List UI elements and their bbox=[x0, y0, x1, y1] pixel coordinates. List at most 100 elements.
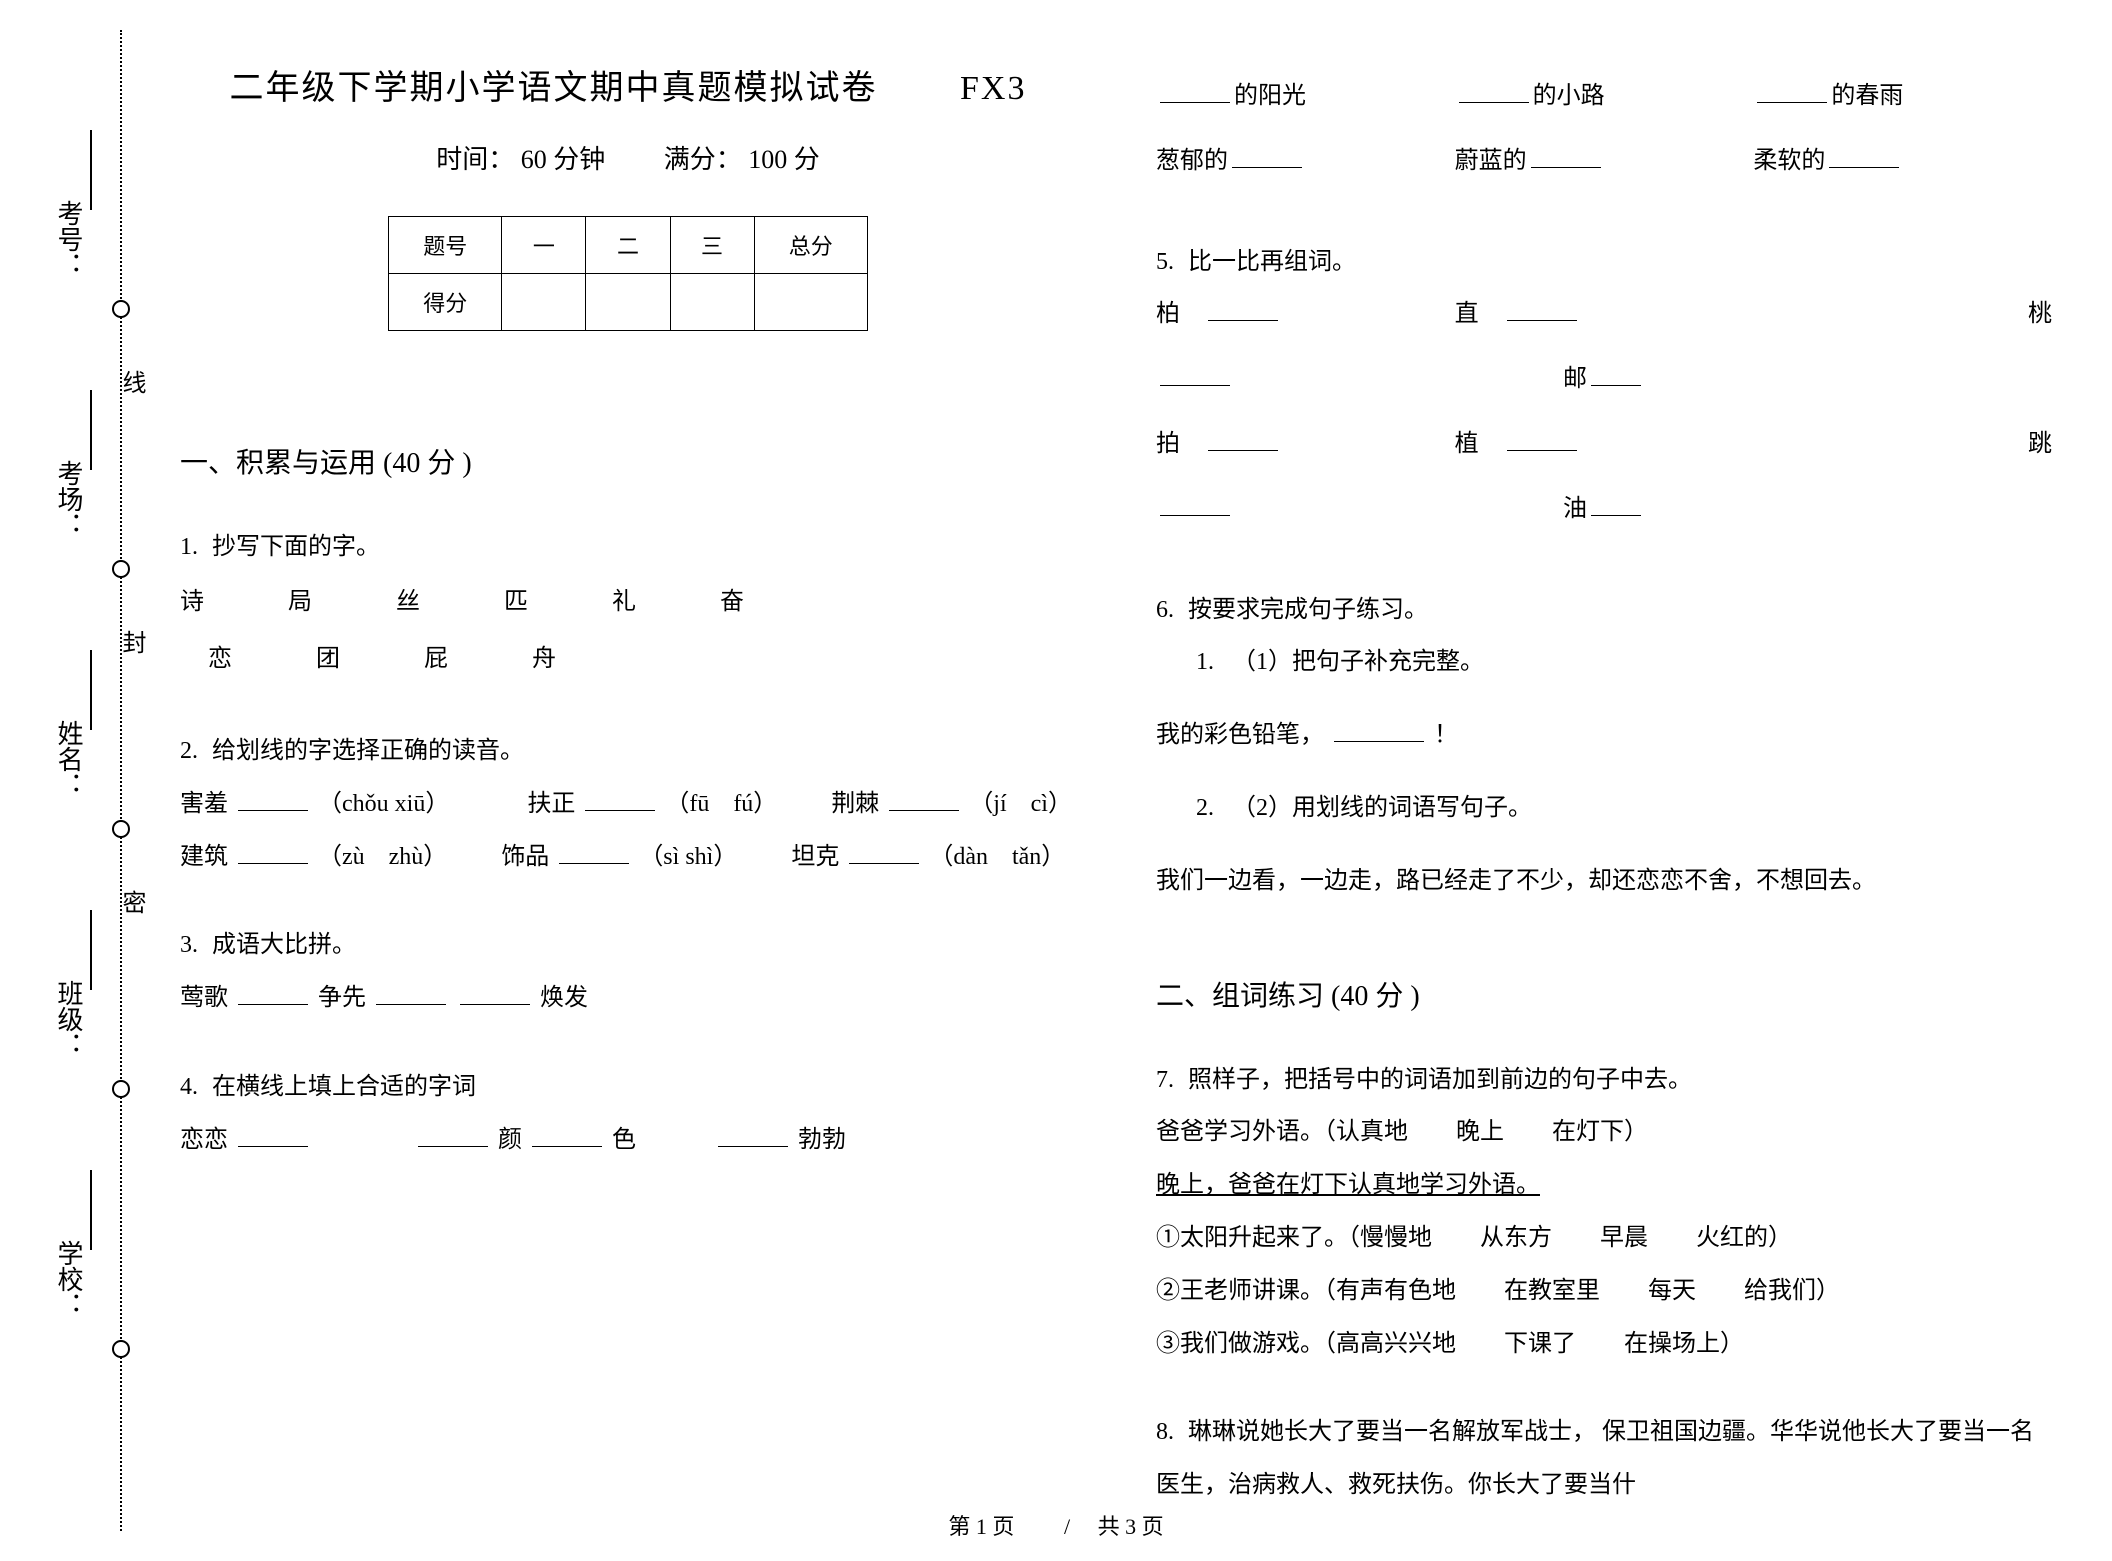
blank[interactable] bbox=[718, 1123, 788, 1147]
section1-header: 一、积累与运用 (40 分 ) bbox=[180, 441, 1076, 481]
blank[interactable] bbox=[1160, 492, 1230, 516]
q7-item: ②王老师讲课。（有声有色地 在教室里 每天 给我们） bbox=[1156, 1265, 2052, 1318]
score-label: 满分： bbox=[664, 145, 742, 174]
q2-text: 给划线的字选择正确的读音。 bbox=[212, 738, 524, 764]
binding-underline bbox=[90, 130, 92, 210]
q4-prefix: 葱郁的 bbox=[1156, 148, 1228, 174]
question-4-cont: 的阳光 的小路 的春雨 葱郁的 蔚蓝的 柔软的 bbox=[1156, 70, 2052, 200]
blank[interactable] bbox=[1591, 492, 1641, 516]
blank[interactable] bbox=[1507, 427, 1577, 451]
q4-text: 在横线上填上合适的字词 bbox=[212, 1074, 476, 1100]
q2-num: 2. bbox=[180, 738, 198, 764]
char: 礼 bbox=[612, 574, 640, 632]
q6-sub1-text: （1）把句子补充完整。 bbox=[1244, 649, 1484, 675]
char: 舟 bbox=[532, 631, 560, 689]
q4-prefix: 蔚蓝的 bbox=[1455, 148, 1527, 174]
right-column: 的阳光 的小路 的春雨 葱郁的 蔚蓝的 柔软的 5. 比一比再组词。 柏 直 桃… bbox=[1156, 60, 2052, 1501]
blank[interactable] bbox=[585, 787, 655, 811]
table-row: 题号 一 二 三 总分 bbox=[389, 217, 868, 274]
q5-char: 跳 bbox=[2028, 431, 2052, 457]
q2-pinyin: （chǒu xiū） bbox=[318, 791, 449, 817]
q8-text: 琳琳说她长大了要当一名解放军战士， 保卫祖国边疆。华华说他长大了要当一名医生，治… bbox=[1156, 1419, 2034, 1498]
blank[interactable] bbox=[238, 840, 308, 864]
blank[interactable] bbox=[1160, 79, 1230, 103]
binding-dotted-line bbox=[120, 30, 122, 1531]
q1-num: 1. bbox=[180, 534, 198, 560]
q4-prefix: 柔软的 bbox=[1753, 148, 1825, 174]
q4-item: 恋恋 bbox=[180, 1127, 228, 1153]
binding-circle bbox=[112, 1340, 130, 1358]
q6-sub2-sentence: 我们一边看，一边走，路已经走了不少，却还恋恋不舍，不想回去。 bbox=[1156, 855, 2052, 908]
q3-num: 3. bbox=[180, 932, 198, 958]
q2-word: 荆棘 bbox=[831, 791, 879, 817]
binding-underline bbox=[90, 1170, 92, 1250]
blank[interactable] bbox=[849, 840, 919, 864]
page-sep: / bbox=[1064, 1514, 1070, 1539]
score-value: 100 分 bbox=[748, 145, 820, 174]
blank[interactable] bbox=[238, 981, 308, 1005]
left-column: 二年级下学期小学语文期中真题模拟试卷 FX3 时间： 60 分钟 满分： 100… bbox=[180, 60, 1076, 1501]
q4-item: 色 bbox=[612, 1127, 636, 1153]
q5-char: 植 bbox=[1455, 431, 1479, 457]
q5-text: 比一比再组词。 bbox=[1188, 249, 1356, 275]
blank[interactable] bbox=[1507, 297, 1577, 321]
blank[interactable] bbox=[1459, 79, 1529, 103]
binding-label-school: 学校： bbox=[50, 1240, 87, 1318]
page-content: 二年级下学期小学语文期中真题模拟试卷 FX3 时间： 60 分钟 满分： 100… bbox=[180, 60, 2052, 1501]
binding-circle bbox=[112, 560, 130, 578]
th-num: 题号 bbox=[389, 217, 502, 274]
score-cell bbox=[502, 274, 586, 331]
q2-word: 害羞 bbox=[180, 791, 228, 817]
q6-sub1-end: ！ bbox=[1434, 722, 1458, 748]
char: 诗 bbox=[180, 574, 208, 632]
blank[interactable] bbox=[532, 1123, 602, 1147]
blank[interactable] bbox=[1829, 144, 1899, 168]
question-6: 6. 按要求完成句子练习。 1. （1）把句子补充完整。 我的彩色铅笔， ！ 2… bbox=[1156, 584, 2052, 908]
q3-item: 争先 bbox=[318, 985, 366, 1011]
char: 恋 bbox=[208, 631, 236, 689]
blank[interactable] bbox=[376, 981, 446, 1005]
q6-sub1-num: 1. bbox=[1196, 649, 1214, 675]
q7-num: 7. bbox=[1156, 1067, 1174, 1093]
blank[interactable] bbox=[1208, 427, 1278, 451]
q7-text: 照样子，把括号中的词语加到前边的句子中去。 bbox=[1188, 1067, 1692, 1093]
binding-label-name: 姓名： bbox=[50, 720, 87, 798]
blank[interactable] bbox=[238, 787, 308, 811]
blank[interactable] bbox=[1757, 79, 1827, 103]
binding-circle bbox=[112, 300, 130, 318]
char: 匹 bbox=[504, 574, 532, 632]
q4-item: 勃勃 bbox=[798, 1127, 846, 1153]
q6-sub1-sentence: 我的彩色铅笔， bbox=[1156, 722, 1324, 748]
q7-item: ③我们做游戏。（高高兴兴地 下课了 在操场上） bbox=[1156, 1318, 2052, 1371]
q4-suffix: 的阳光 bbox=[1234, 83, 1306, 109]
q4-item: 颜 bbox=[498, 1127, 522, 1153]
question-5: 5. 比一比再组词。 柏 直 桃 邮 拍 植 跳 油 bbox=[1156, 236, 2052, 548]
char: 丝 bbox=[396, 574, 424, 632]
blank[interactable] bbox=[889, 787, 959, 811]
blank[interactable] bbox=[1160, 362, 1230, 386]
binding-margin: 考号： 线 考场： 姓名： 封 班级： 密 学校： bbox=[0, 0, 160, 1561]
q2-word: 扶正 bbox=[527, 791, 575, 817]
blank[interactable] bbox=[1232, 144, 1302, 168]
blank[interactable] bbox=[460, 981, 530, 1005]
q5-char: 直 bbox=[1455, 301, 1479, 327]
blank[interactable] bbox=[418, 1123, 488, 1147]
blank[interactable] bbox=[1531, 144, 1601, 168]
q3-text: 成语大比拼。 bbox=[212, 932, 356, 958]
q7-example-orig: 爸爸学习外语。（认真地 晚上 在灯下） bbox=[1156, 1106, 2052, 1159]
blank[interactable] bbox=[1208, 297, 1278, 321]
binding-label-room: 考场： bbox=[50, 460, 87, 538]
q6-sub2-num: 2. bbox=[1196, 795, 1214, 821]
q4-num: 4. bbox=[180, 1074, 198, 1100]
question-2: 2. 给划线的字选择正确的读音。 害羞 （chǒu xiū） 扶正 （fū fú… bbox=[180, 725, 1076, 883]
blank[interactable] bbox=[559, 840, 629, 864]
char: 团 bbox=[316, 631, 344, 689]
blank[interactable] bbox=[238, 1123, 308, 1147]
exam-subtitle: 时间： 60 分钟 满分： 100 分 bbox=[180, 139, 1076, 176]
q2-word: 坦克 bbox=[791, 844, 839, 870]
th-total: 总分 bbox=[754, 217, 867, 274]
seal-char-seal: 封 bbox=[114, 630, 149, 654]
blank[interactable] bbox=[1334, 718, 1424, 742]
blank[interactable] bbox=[1591, 362, 1641, 386]
th-2: 二 bbox=[586, 217, 670, 274]
